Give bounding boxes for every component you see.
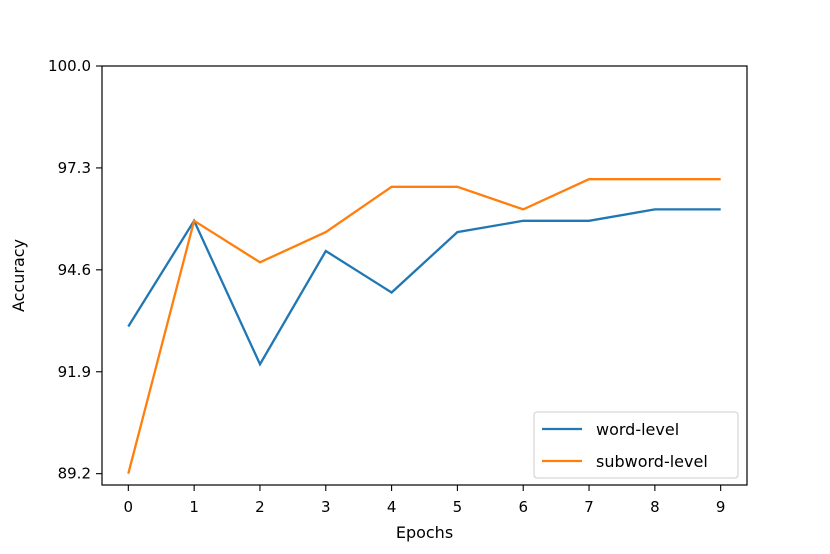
y-tick-label: 97.3: [58, 159, 91, 177]
x-tick-label: 9: [716, 498, 726, 516]
y-tick-label: 91.9: [58, 363, 91, 381]
legend-box: [533, 411, 739, 479]
x-tick-label: 4: [387, 498, 397, 516]
x-axis: 0 1 2 3 4 5 6 7 8 9: [124, 485, 726, 516]
plot-frame: [101, 65, 748, 486]
x-tick-label: 3: [321, 498, 331, 516]
y-axis: 89.2 91.9 94.6 97.3 100.0: [48, 57, 102, 483]
legend-label: word-level: [596, 420, 679, 439]
legend-label: subword-level: [596, 452, 708, 471]
legend: word-level subword-level: [533, 411, 739, 479]
x-tick-label: 1: [189, 498, 199, 516]
x-tick-label: 5: [453, 498, 463, 516]
x-tick-label: 0: [124, 498, 134, 516]
x-tick-label: 6: [518, 498, 528, 516]
plot-area: [127, 178, 721, 474]
series-line-word-level: [127, 208, 721, 367]
x-tick-label: 8: [650, 498, 660, 516]
y-axis-title: Accuracy: [9, 239, 28, 312]
y-tick-label: 100.0: [48, 57, 91, 75]
x-tick-label: 2: [255, 498, 265, 516]
y-tick-label: 94.6: [58, 261, 91, 279]
y-tick-label: 89.2: [58, 465, 91, 483]
x-axis-title: Epochs: [396, 523, 453, 542]
series-line-subword-level: [127, 178, 721, 474]
x-tick-label: 7: [584, 498, 594, 516]
